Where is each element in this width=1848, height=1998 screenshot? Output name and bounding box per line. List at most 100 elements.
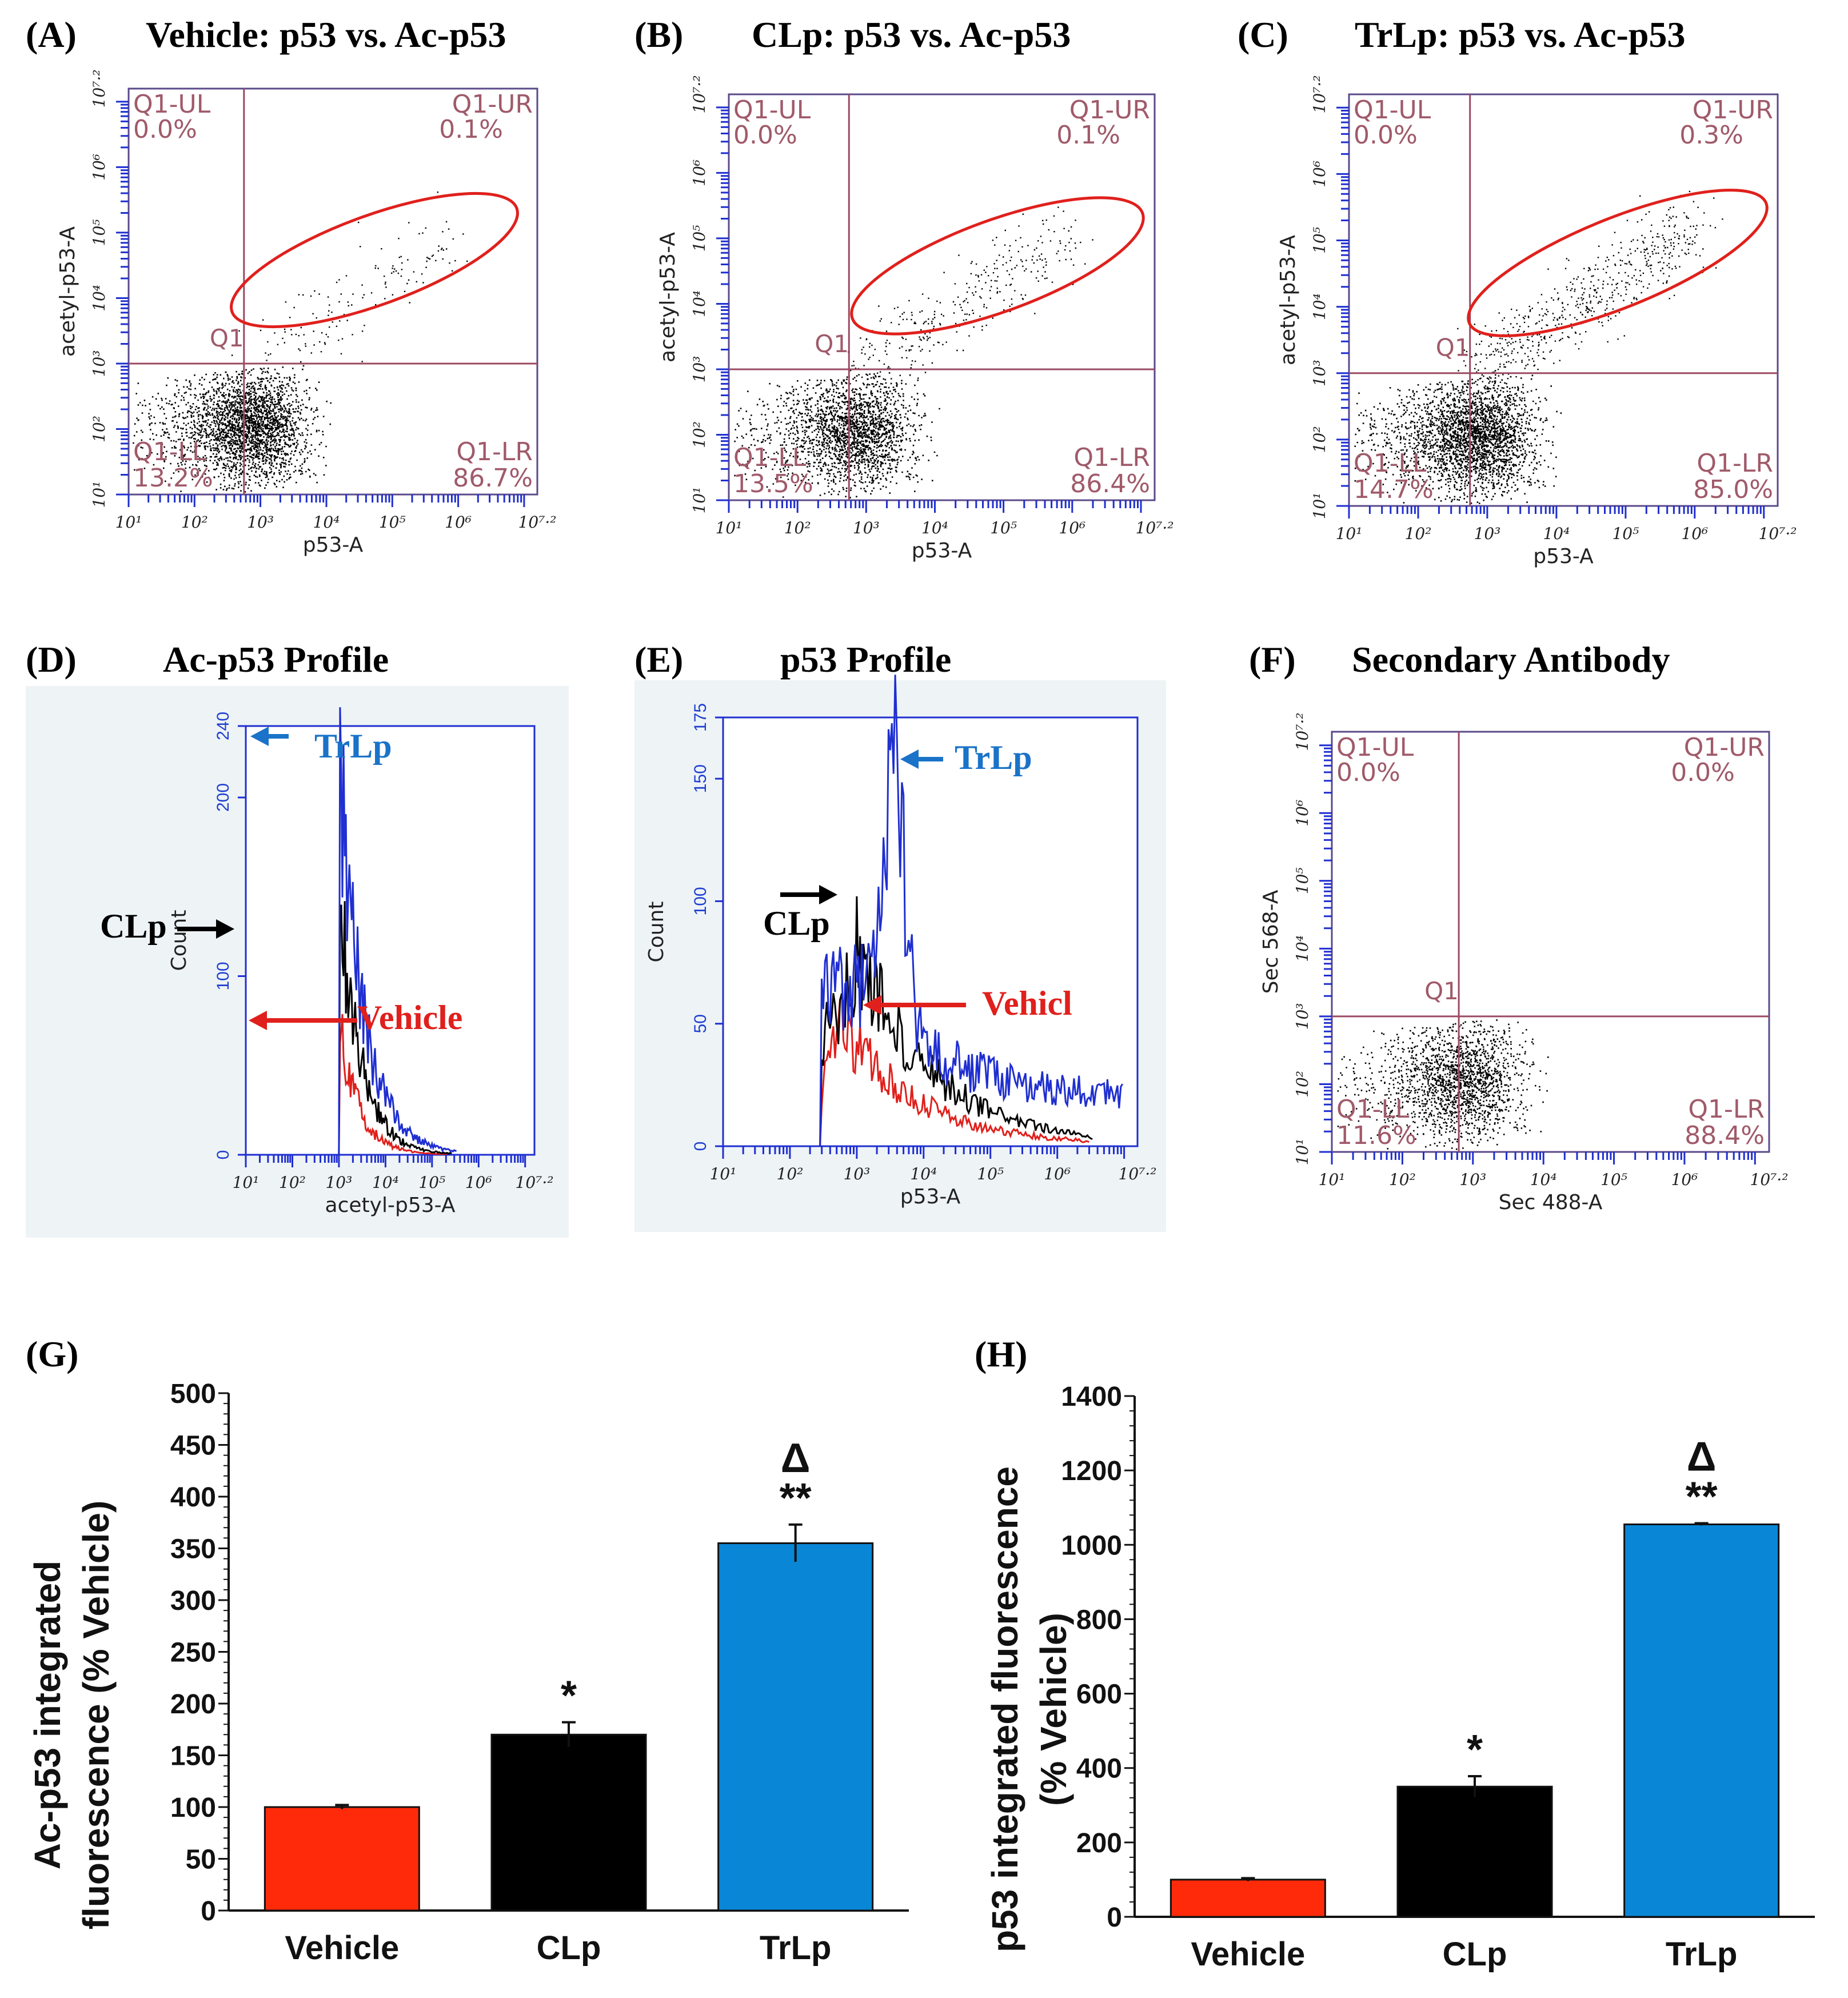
- panel-g-ylabel-line1: Ac-p53 integrated: [27, 1561, 68, 1870]
- gate-label: Q1: [815, 330, 849, 358]
- panel-g-label: (G): [26, 1334, 78, 1374]
- quadrant-ll-value: 13.5%: [733, 469, 813, 498]
- x-tick-label: 10¹: [716, 519, 743, 537]
- quadrant-ul-label: Q1-UL: [1336, 733, 1414, 762]
- y-tick-label: 0: [201, 1896, 216, 1927]
- y-tick-label: 600: [1076, 1680, 1122, 1710]
- y-axis-minor-ticks: [116, 101, 129, 496]
- y-tick-label: 300: [170, 1586, 216, 1616]
- x-tick-label: 10⁷·²: [1759, 524, 1797, 543]
- x-tick-label: 10⁴: [313, 513, 340, 532]
- histogram-series-trlp: [338, 707, 457, 1155]
- y-tick-label: 150: [170, 1741, 216, 1772]
- panel-b-scatter: 10¹ 10² 10³ 10⁴ 10⁵ 10⁶ 10⁷·² 10¹ 10² 10³ 10⁴ 10⁵ 10…: [656, 75, 1174, 563]
- y-tick-label: 1400: [1061, 1382, 1122, 1412]
- quadrant-lr-label: Q1-LR: [1688, 1095, 1765, 1124]
- quadrant-ll-label: Q1-LL: [1354, 449, 1427, 478]
- y-axis-minor-ticks: [1336, 106, 1349, 507]
- x-tick-label: 10⁴: [921, 519, 948, 537]
- annotation-trlp: TrLp: [314, 727, 392, 765]
- y-tick-label: 100: [170, 1793, 216, 1823]
- histogram-frame: [245, 725, 536, 1156]
- quadrant-ul-value: 0.0%: [1354, 121, 1418, 150]
- quadrant-ur-value: 0.0%: [1671, 758, 1735, 787]
- x-tick-label: 10³: [247, 513, 274, 532]
- panel-a-scatter: 10¹ 10² 10³ 10⁴ 10⁵ 10⁶ 10⁷·² 10¹ 10² 10³ 10⁴ 10⁵ 10…: [56, 70, 556, 557]
- x-tick-label: 10²: [1405, 524, 1432, 543]
- y-tick-label: 10⁷·²: [1310, 75, 1329, 114]
- x-tick-label: 10¹: [115, 513, 142, 532]
- y-tick-label: 10⁴: [1310, 293, 1329, 320]
- plot-frame: [1331, 731, 1770, 1153]
- x-axis-label: p53-A: [1533, 545, 1594, 568]
- y-tick-label: 10⁶: [690, 159, 709, 186]
- y-tick-label: 240: [214, 712, 233, 740]
- panel-e: (E) p53 Profile 10¹ 10² 10³ 10⁴ 10⁵ 10⁶ 10⁷·² 0…: [634, 639, 1166, 1232]
- bar-clp: [1396, 1785, 1553, 1918]
- x-axis-minor-ticks: [1348, 506, 1765, 519]
- x-tick-label: 10⁴: [1543, 524, 1570, 543]
- y-tick-label: 10¹: [1293, 1139, 1312, 1166]
- y-tick-label: 10¹: [690, 487, 709, 514]
- y-tick-label: 10⁴: [1293, 935, 1312, 962]
- x-axis-minor-ticks: [1331, 1152, 1756, 1164]
- y-tick-label: 1000: [1061, 1530, 1122, 1561]
- quadrant-ur-label: Q1-UR: [1069, 95, 1150, 125]
- annotation-arrow-head: [863, 995, 881, 1015]
- category-label-clp: CLp: [537, 1929, 601, 1967]
- x-tick-label: 10⁷·²: [1136, 519, 1174, 537]
- significance-marker: *: [1467, 1727, 1483, 1773]
- panel-h: (H) p53 integrated fluorescence (% Vehic…: [975, 1334, 1815, 1973]
- quadrant-lr-value: 88.4%: [1685, 1121, 1765, 1150]
- annotation-clp: CLp: [100, 907, 167, 945]
- significance-marker: **: [780, 1475, 812, 1521]
- x-tick-label: 10⁵: [418, 1173, 445, 1192]
- annotation-arrow-head: [819, 885, 837, 904]
- x-tick-label: 10⁶: [1681, 524, 1708, 543]
- gate-label: Q1: [1424, 977, 1459, 1005]
- quadrant-ll-label: Q1-LL: [1336, 1095, 1410, 1124]
- x-tick-label: 10³: [325, 1173, 352, 1192]
- y-axis-label: acetyl-p53-A: [656, 232, 680, 362]
- y-tick-label: 0: [1107, 1903, 1122, 1933]
- panel-a-title: Vehicle: p53 vs. Ac-p53: [146, 14, 506, 55]
- x-tick-label: 10⁷·²: [1119, 1164, 1157, 1183]
- gate-label: Q1: [210, 324, 244, 352]
- x-axis-minor-ticks: [722, 1146, 1125, 1159]
- panel-d: (D) Ac-p53 Profile 10¹ 10² 10³ 10⁴ 10⁵ 10⁶ 10⁷…: [26, 639, 569, 1238]
- panel-g: (G) Ac-p53 integrated fluorescence (% Ve…: [26, 1334, 909, 1967]
- panel-b-label: (B): [634, 14, 683, 55]
- cell-population-dots: [1337, 1019, 1549, 1150]
- x-tick-label: 10¹: [710, 1164, 737, 1183]
- cell-population-dots: [1354, 374, 1562, 504]
- y-tick-label: 10⁷·²: [690, 75, 709, 114]
- y-tick-label: 10²: [1293, 1071, 1312, 1098]
- y-tick-label: 10⁴: [690, 290, 709, 317]
- y-tick-label: 350: [170, 1534, 216, 1565]
- panel-h-bars: 0 200 400 600 800 1000 1200 1400 Vehicle CLp * TrLp…: [1061, 1382, 1815, 1973]
- y-tick-label: 10¹: [1310, 493, 1329, 520]
- plot-frame: [1348, 93, 1779, 507]
- x-axis-label: Sec 488-A: [1499, 1191, 1603, 1214]
- y-tick-label: 200: [1076, 1828, 1122, 1859]
- y-axis-label: Count: [167, 910, 191, 971]
- panel-c-label: (C): [1238, 14, 1288, 55]
- quadrant-ll-value: 11.6%: [1336, 1121, 1416, 1150]
- x-tick-label: 10³: [1459, 1170, 1486, 1189]
- x-tick-label: 10²: [279, 1173, 306, 1192]
- y-tick-label: 450: [170, 1431, 216, 1461]
- panel-e-title: p53 Profile: [780, 639, 951, 680]
- y-tick-label: 10⁵: [1310, 227, 1329, 254]
- y-axis-label: Count: [645, 902, 668, 963]
- y-axis-label: Sec 568-A: [1259, 890, 1283, 994]
- x-tick-label: 10⁵: [1612, 524, 1639, 543]
- annotation-trlp: TrLp: [955, 739, 1032, 776]
- y-tick-label: 10²: [690, 421, 709, 448]
- quadrant-ul-value: 0.0%: [133, 115, 197, 144]
- x-tick-label: 10⁶: [465, 1173, 492, 1192]
- panel-d-label: (D): [26, 639, 77, 680]
- panel-f-label: (F): [1249, 639, 1296, 680]
- y-tick-label: 10⁷·²: [90, 70, 109, 108]
- y-tick-label: 10⁶: [1293, 800, 1312, 827]
